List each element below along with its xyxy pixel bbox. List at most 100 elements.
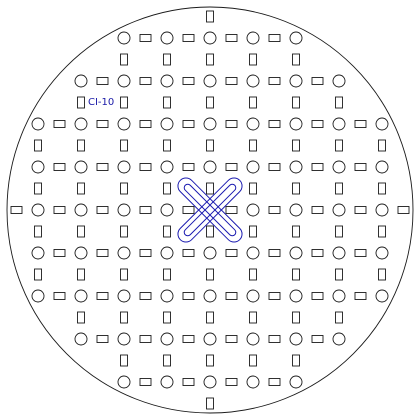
horizontal-slot <box>268 120 281 128</box>
hole-circle <box>375 203 389 217</box>
hole-circle <box>246 246 260 260</box>
horizontal-slot <box>225 335 238 343</box>
horizontal-slot <box>225 292 238 300</box>
vertical-slot <box>120 354 128 367</box>
hole-circle <box>332 160 346 174</box>
hole-circle <box>289 375 303 389</box>
hole-circle <box>289 117 303 131</box>
vertical-slot <box>335 139 343 152</box>
vertical-slot <box>249 53 257 66</box>
horizontal-slot <box>139 249 152 257</box>
hole-circle <box>203 31 217 45</box>
horizontal-slot <box>53 292 66 300</box>
vertical-slot <box>249 182 257 195</box>
hole-circle <box>289 246 303 260</box>
horizontal-slot <box>139 206 152 214</box>
hole-circle <box>74 289 88 303</box>
hole-circle <box>332 74 346 88</box>
hole-circle <box>203 289 217 303</box>
vertical-slot <box>34 182 42 195</box>
vertical-slot <box>335 268 343 281</box>
vertical-slot <box>77 311 85 324</box>
vertical-slot <box>206 311 214 324</box>
vertical-slot <box>249 225 257 238</box>
horizontal-slot <box>268 335 281 343</box>
hole-circle <box>289 289 303 303</box>
horizontal-slot <box>96 292 109 300</box>
hole-circle <box>117 160 131 174</box>
horizontal-slot <box>96 77 109 85</box>
horizontal-slot <box>268 163 281 171</box>
vertical-slot <box>163 268 171 281</box>
hole-circle <box>246 117 260 131</box>
vertical-slot <box>249 139 257 152</box>
hole-circle <box>203 160 217 174</box>
vertical-slot <box>378 139 386 152</box>
horizontal-slot <box>182 34 195 42</box>
vertical-slot <box>292 139 300 152</box>
hole-circle <box>160 160 174 174</box>
horizontal-slot <box>182 378 195 386</box>
hole-circle <box>246 160 260 174</box>
hole-circle <box>160 74 174 88</box>
hole-circle <box>160 31 174 45</box>
horizontal-slot <box>53 120 66 128</box>
vertical-slot <box>120 139 128 152</box>
element-label: CI-10 <box>88 97 114 108</box>
horizontal-slot <box>53 249 66 257</box>
horizontal-slot <box>182 292 195 300</box>
horizontal-slot <box>139 292 152 300</box>
vertical-slot <box>292 225 300 238</box>
horizontal-slot <box>268 292 281 300</box>
vertical-slot <box>206 182 214 195</box>
hole-circle <box>332 203 346 217</box>
hole-circle <box>246 203 260 217</box>
horizontal-slot <box>182 77 195 85</box>
vertical-slot <box>163 182 171 195</box>
vertical-slot <box>77 96 85 109</box>
vertical-slot <box>163 311 171 324</box>
hole-circle <box>332 246 346 260</box>
horizontal-slot <box>311 163 324 171</box>
vertical-slot <box>292 96 300 109</box>
hole-circle <box>375 117 389 131</box>
vertical-slot <box>249 268 257 281</box>
horizontal-slot <box>311 120 324 128</box>
horizontal-slot <box>397 206 410 214</box>
cross-bar-inner <box>183 183 237 237</box>
selected-cross-element[interactable] <box>175 175 246 246</box>
hole-circle <box>74 74 88 88</box>
hole-circle <box>289 332 303 346</box>
horizontal-slot <box>182 335 195 343</box>
vertical-slot <box>249 311 257 324</box>
hole-circle <box>332 117 346 131</box>
vertical-slot <box>206 10 214 23</box>
hole-circle <box>117 117 131 131</box>
hole-circle <box>203 375 217 389</box>
horizontal-slot <box>139 34 152 42</box>
hole-circle <box>74 160 88 174</box>
horizontal-slot <box>311 206 324 214</box>
horizontal-slot <box>268 378 281 386</box>
vertical-slot <box>292 311 300 324</box>
horizontal-slot <box>225 120 238 128</box>
horizontal-slot <box>311 249 324 257</box>
hole-circle <box>31 246 45 260</box>
horizontal-slot <box>182 120 195 128</box>
hole-circle <box>117 246 131 260</box>
vertical-slot <box>378 182 386 195</box>
vertical-slot <box>77 139 85 152</box>
vertical-slot <box>206 225 214 238</box>
hole-circle <box>246 289 260 303</box>
hole-circle <box>160 246 174 260</box>
vertical-slot <box>163 225 171 238</box>
hole-circle <box>74 117 88 131</box>
hole-circle <box>246 74 260 88</box>
hole-circle <box>246 31 260 45</box>
vertical-slot <box>163 139 171 152</box>
vertical-slot <box>249 96 257 109</box>
vertical-slot <box>206 354 214 367</box>
vertical-slot <box>120 311 128 324</box>
horizontal-slot <box>225 77 238 85</box>
